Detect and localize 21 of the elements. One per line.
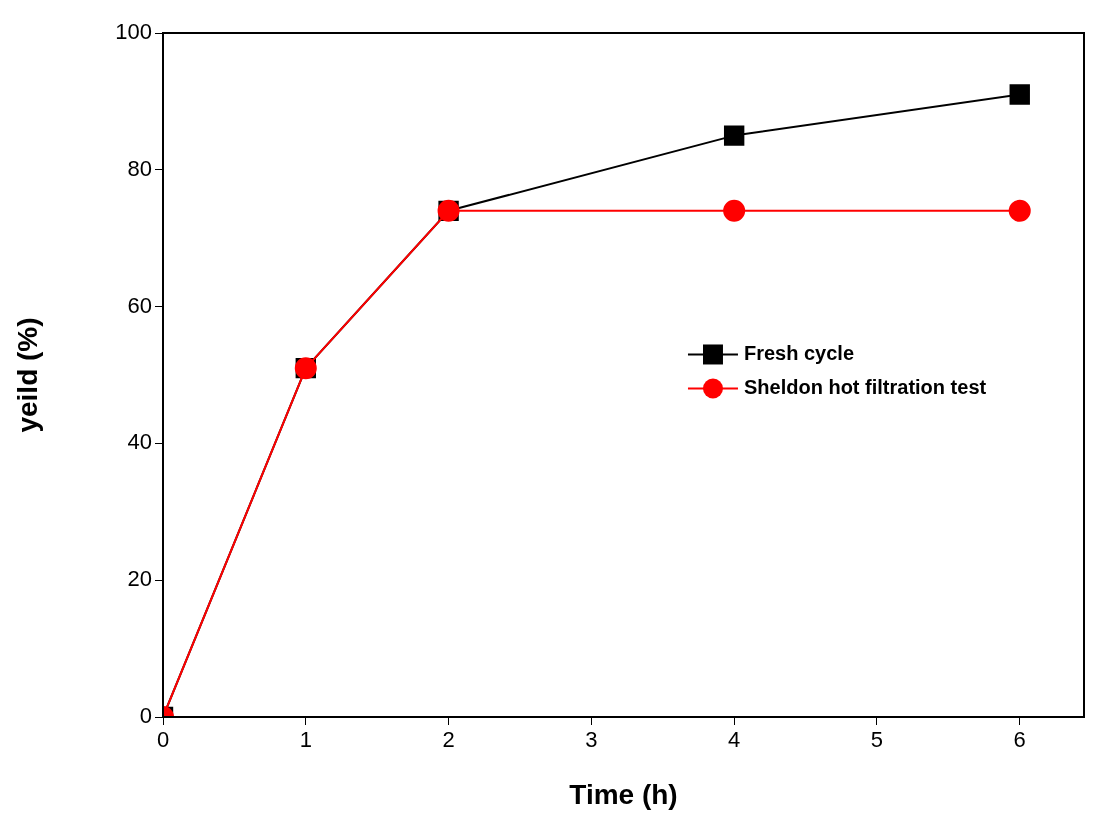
y-tick-label: 0 — [139, 703, 152, 729]
y-tick-label: 60 — [127, 292, 152, 318]
point — [1008, 199, 1031, 222]
x-axis-title: Time (h) — [569, 778, 678, 810]
legend-label: Sheldon hot filtration test — [743, 376, 987, 398]
point — [723, 125, 745, 146]
x-tick-label: 0 — [156, 727, 170, 753]
point — [1009, 84, 1030, 105]
legend-label: Fresh cycle — [743, 342, 855, 364]
x-tick-label: 1 — [299, 727, 312, 753]
x-tick-label: 4 — [728, 727, 741, 753]
y-tick-label: 80 — [127, 155, 152, 181]
x-tick-label: 5 — [870, 727, 884, 753]
x-tick-label: 6 — [1013, 727, 1026, 753]
point — [723, 199, 746, 222]
x-tick-label: 3 — [585, 727, 598, 753]
y-axis-title: yeild (%) — [11, 317, 43, 433]
y-tick-label: 40 — [127, 429, 152, 455]
y-tick-label: 100 — [115, 19, 152, 45]
y-tick-label: 20 — [127, 566, 152, 592]
x-tick-label: 2 — [442, 727, 455, 753]
